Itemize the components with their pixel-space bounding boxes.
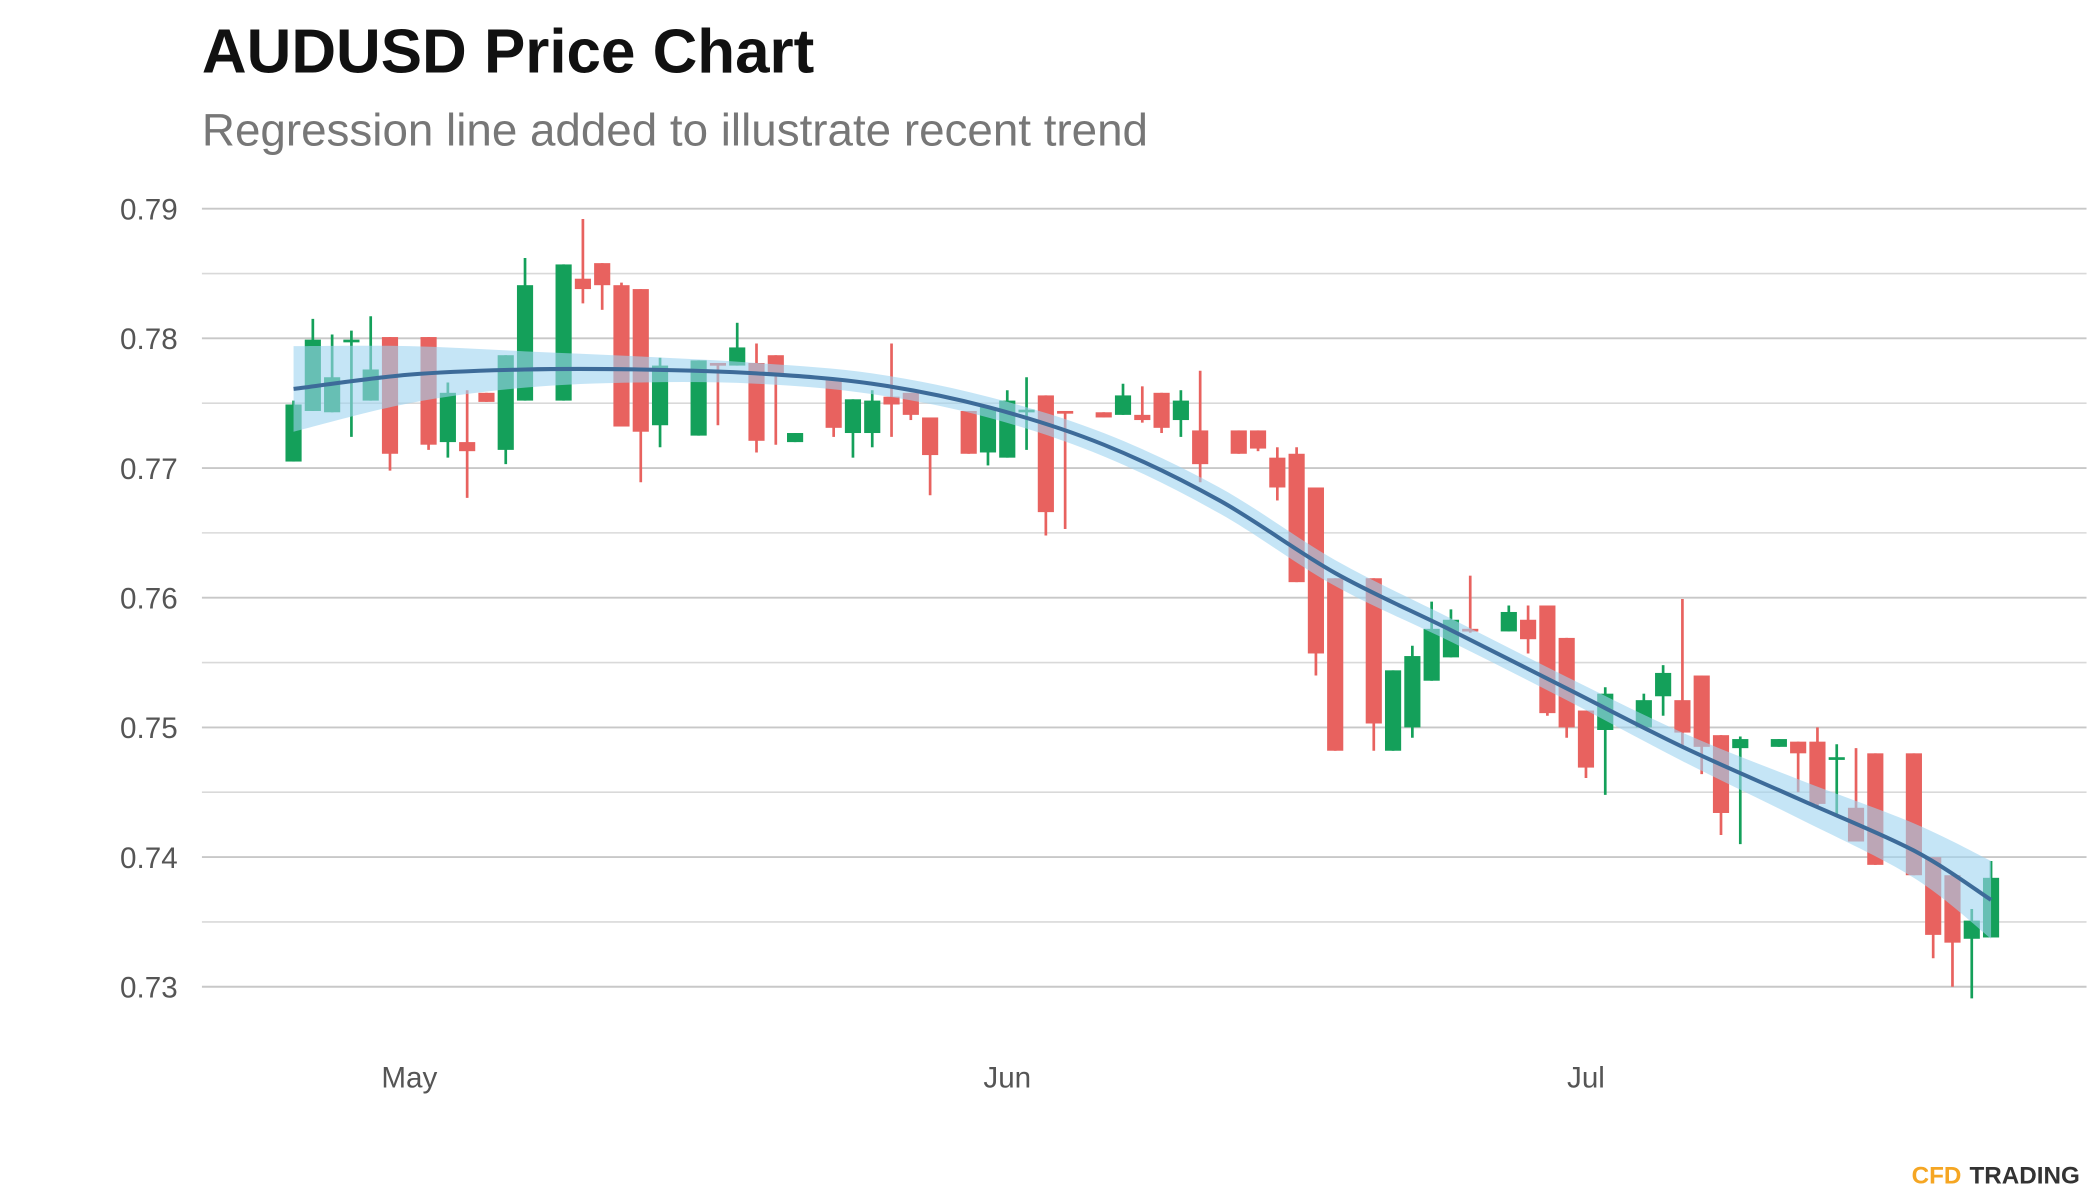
candle-body <box>1693 675 1710 747</box>
candle-body <box>1365 578 1382 724</box>
candle-body <box>864 400 881 434</box>
regression <box>293 345 1993 939</box>
candle-body <box>1384 670 1402 751</box>
candle-body <box>1134 414 1151 421</box>
y-tick-label: 0.74 <box>120 842 178 875</box>
candle-body <box>439 392 456 443</box>
x-tick-label: May <box>381 1062 437 1095</box>
x-tick-label: Jun <box>983 1062 1031 1095</box>
candle-body <box>1230 430 1247 454</box>
candle-body <box>1577 710 1595 768</box>
y-tick-label: 0.75 <box>120 712 178 745</box>
y-tick-label: 0.73 <box>120 972 178 1005</box>
candle-body <box>883 396 900 405</box>
watermark-brand: CFD <box>1912 1162 1962 1189</box>
candle-body <box>1172 400 1189 421</box>
candle-body <box>1192 430 1209 465</box>
watermark-rest: TRADING <box>1969 1162 2079 1189</box>
candle-body <box>1095 412 1112 418</box>
candle-body <box>1732 739 1749 749</box>
candle-body <box>1539 605 1556 714</box>
candle-body <box>1269 457 1286 488</box>
candle-body <box>1114 395 1132 415</box>
candle-body <box>1249 430 1267 449</box>
y-tick-label: 0.78 <box>120 323 178 356</box>
y-tick-label: 0.77 <box>120 453 178 486</box>
y-tick-label: 0.79 <box>120 193 178 226</box>
grid: 0.73 0.74 0.75 0.76 0.77 0.78 0.79 May Jun Jul <box>120 193 2087 1095</box>
candle-body <box>1327 578 1344 751</box>
candle-body <box>478 392 495 402</box>
candle-body <box>1520 619 1537 640</box>
regression-line <box>293 366 1993 902</box>
candles <box>285 219 2000 999</box>
candle-body <box>825 379 842 428</box>
y-tick-label: 0.76 <box>120 582 178 615</box>
candle-body <box>1500 611 1517 632</box>
regression-band <box>293 345 1992 939</box>
candle-body <box>343 339 360 343</box>
candle-body <box>844 399 862 434</box>
chart-title: AUDUSD Price Chart <box>202 18 814 87</box>
candle-body <box>459 442 476 452</box>
candle-body <box>1790 741 1807 754</box>
chart-subtitle: Regression line added to illustrate rece… <box>202 104 1148 155</box>
candle-body <box>1153 392 1170 428</box>
candle-body <box>1770 739 1787 747</box>
candle-body <box>960 410 977 454</box>
candle-body <box>922 417 939 456</box>
candle-body <box>1674 700 1691 733</box>
candle-body <box>1057 410 1074 414</box>
candle-body <box>594 263 611 286</box>
candle-body <box>729 347 746 366</box>
candle-body <box>574 278 591 290</box>
candle-body <box>1655 672 1672 697</box>
x-tick-label: Jul <box>1567 1062 1605 1095</box>
candle-body <box>787 433 804 443</box>
candle-body <box>1423 628 1440 681</box>
candle-body <box>1828 757 1845 760</box>
candle-body <box>1404 656 1421 728</box>
watermark: CFD TRADING <box>1912 1162 2080 1189</box>
